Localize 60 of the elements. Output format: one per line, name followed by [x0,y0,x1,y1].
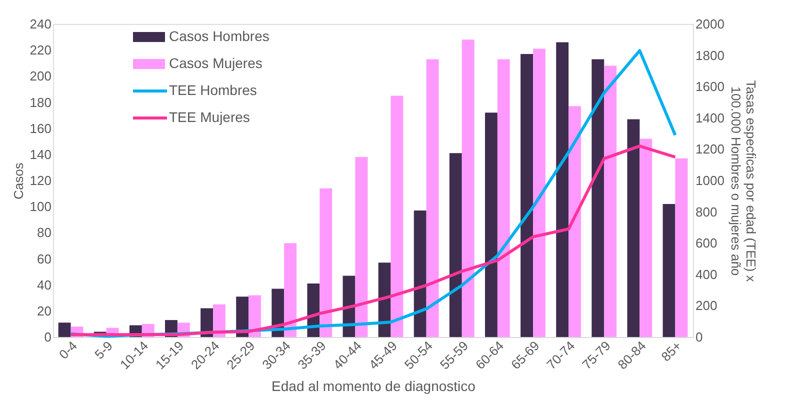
bar [662,204,676,337]
y2-tick-label: 800 [696,204,718,220]
y-tick-label: 20 [37,303,52,318]
y2-tick-label: 400 [696,266,718,282]
bar [520,54,533,337]
y-tick-label: 120 [30,173,52,188]
y2-tick-label: 1200 [696,142,724,157]
bar [640,138,652,337]
y-tick-label: 60 [37,251,52,266]
bar [414,210,426,337]
y-tick-label: 200 [30,68,52,84]
bar [627,119,640,337]
y-tick-label: 0 [44,330,52,344]
bar [390,96,404,337]
bar [533,48,546,337]
x-tick-label: 0-4 [56,338,80,362]
y2-tick-label: 1400 [696,110,724,126]
y2-axis-title: Tasas especficas por edad (TEE) x 100.000 Hombres o mujeres año [728,80,758,282]
line-series [69,144,677,336]
bar [248,295,261,337]
bar [213,304,226,337]
bar [449,153,462,337]
x-axis-title: Edad al momento de diagnostico [272,378,476,394]
y-axis-title: Casos [10,162,26,200]
legend-label: Casos Hombres [169,28,270,44]
y2-tick-label: 0 [696,330,703,344]
bar [320,188,332,337]
bar [604,66,617,337]
y-tick-label: 240 [30,16,52,32]
y-tick-label: 160 [30,120,52,136]
bar [485,112,498,337]
y-tick-label: 180 [30,94,52,110]
y2-tick-label: 1800 [696,48,724,63]
y2-tick-label: 1600 [696,79,724,94]
y2-tick-label: 200 [696,298,718,314]
x-tick-label: 5-9 [92,338,116,362]
y-tick-label: 220 [30,42,52,58]
bar [497,59,510,337]
bar [355,157,368,337]
x-tick-label: 85+ [658,338,684,364]
bar [284,243,297,337]
bar [568,106,581,337]
y2-tick-label: 600 [696,236,718,251]
y-tick-label: 40 [37,277,52,292]
y2-tick-label: 2000 [696,16,724,32]
bar [592,59,604,337]
y-tick-label: 140 [30,146,52,162]
legend-label: Casos Mujeres [169,55,262,71]
bar [462,40,474,337]
legend-label: TEE Hombres [169,82,257,98]
y2-tick-label: 1000 [696,173,724,188]
y-tick-label: 80 [37,225,52,240]
y-tick-label: 100 [30,199,52,214]
bar [378,262,391,337]
legend-label: TEE Mujeres [169,109,250,125]
bar [426,59,439,337]
bar [556,42,569,337]
bar [236,296,249,337]
bar [675,158,688,337]
bar [58,322,71,337]
